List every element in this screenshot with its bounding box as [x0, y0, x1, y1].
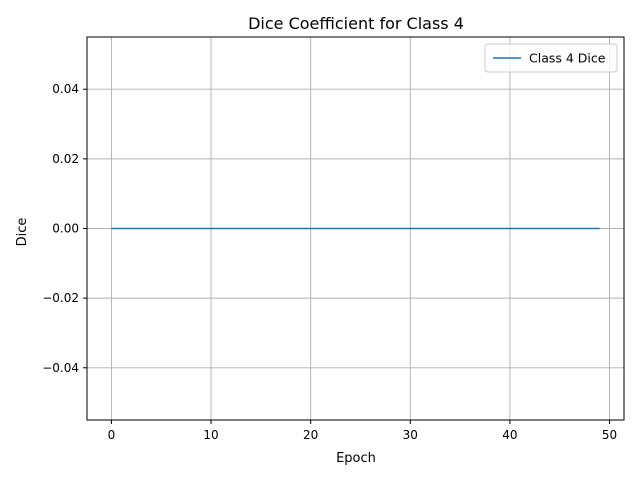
y-tick-label: 0.04: [52, 82, 79, 96]
x-tick-label: 40: [502, 428, 517, 442]
x-tick-label: 10: [203, 428, 218, 442]
legend: Class 4 Dice: [484, 43, 618, 73]
y-axis-label: Dice: [15, 218, 30, 247]
legend-box: [484, 43, 618, 73]
x-tick-label: 30: [403, 428, 418, 442]
x-axis-label: Epoch: [336, 451, 376, 466]
y-tick-label: −0.02: [42, 291, 79, 305]
y-tick-label: 0.02: [52, 152, 79, 166]
y-tick-label: −0.04: [42, 361, 79, 375]
y-tick-label: 0.00: [52, 222, 79, 236]
x-tick-label: 0: [108, 428, 116, 442]
x-tick-label: 50: [602, 428, 617, 442]
y-ticks: −0.04 −0.02 0.00 0.02 0.04: [42, 82, 87, 375]
chart-title: Dice Coefficient for Class 4: [248, 14, 464, 33]
legend-label: Class 4 Dice: [529, 51, 606, 66]
x-tick-label: 20: [303, 428, 318, 442]
x-ticks: 0 10 20 30 40 50: [108, 420, 617, 442]
